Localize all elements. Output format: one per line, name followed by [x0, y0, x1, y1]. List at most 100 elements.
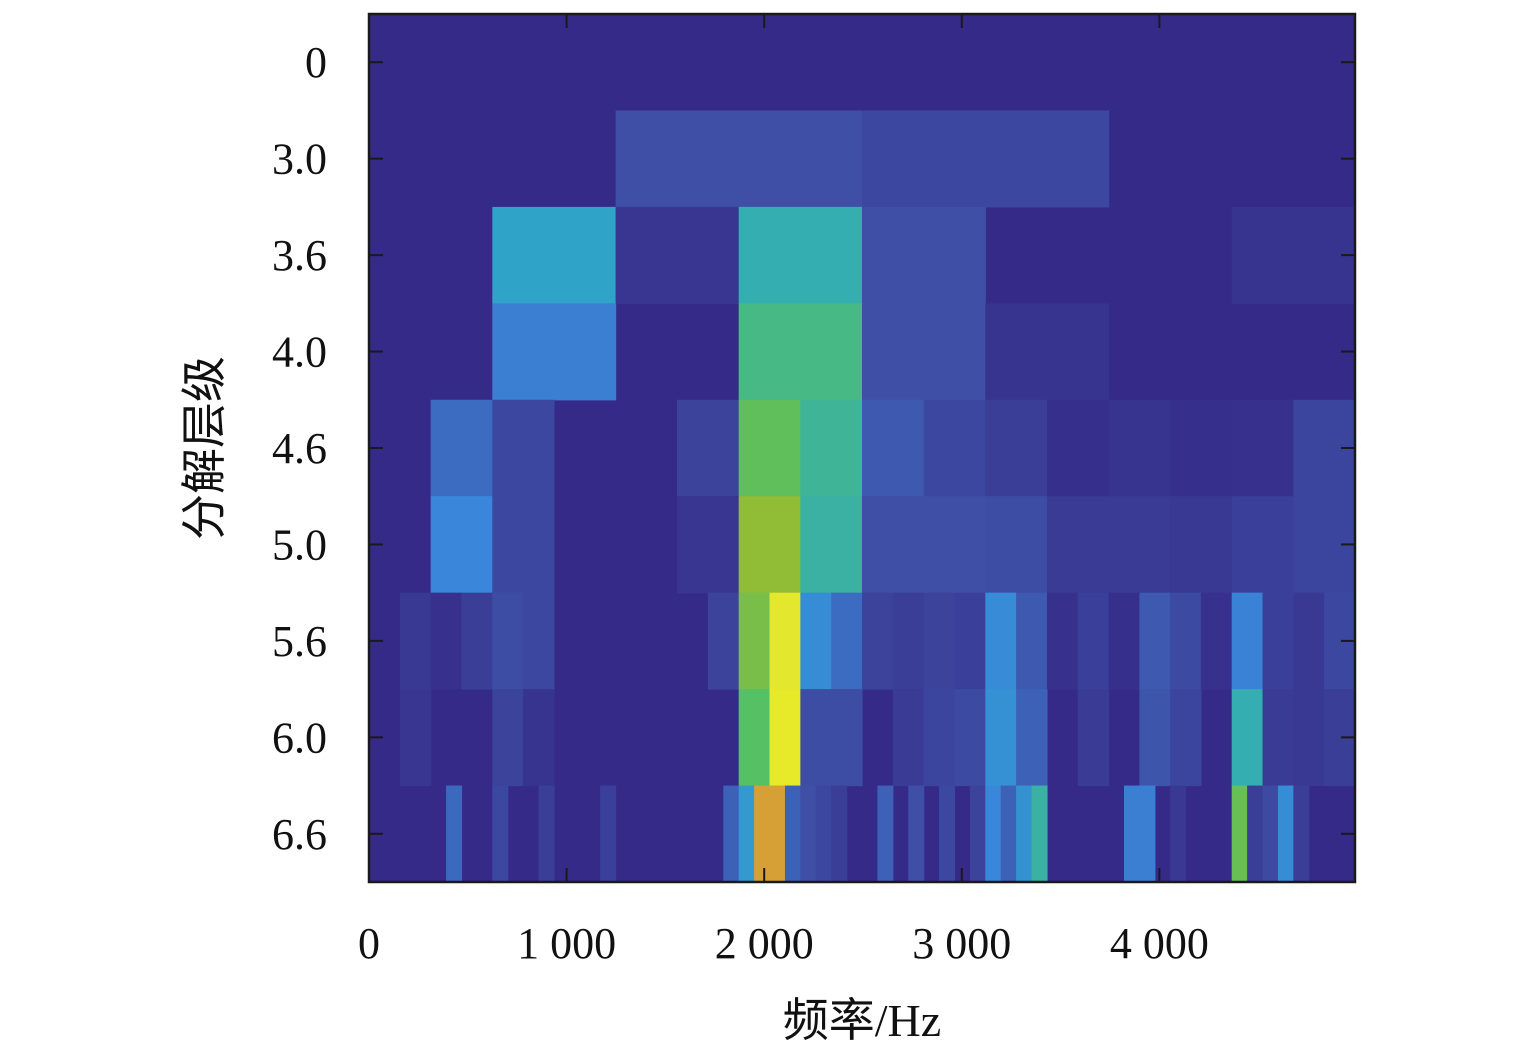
heatmap-cell	[1170, 785, 1187, 882]
heatmap-cell	[800, 785, 817, 882]
heatmap-cell	[538, 785, 555, 882]
heatmap-cell	[862, 399, 925, 497]
y-tick-label: 4.6	[272, 424, 327, 473]
heatmap-cell	[615, 206, 740, 304]
heatmap-cell	[862, 110, 1110, 208]
heatmap-cell	[815, 785, 832, 882]
heatmap-cell	[1247, 785, 1264, 882]
heatmap-cell	[492, 785, 509, 882]
heatmap-cell	[1262, 785, 1279, 882]
heatmap-cell	[862, 496, 986, 594]
heatmap-cell	[677, 399, 740, 497]
heatmap-cell	[492, 399, 555, 497]
heatmap-cell	[1262, 689, 1294, 787]
heatmap-cell	[1170, 592, 1202, 690]
heatmap-cell	[923, 689, 956, 787]
heatmap-cell	[1231, 399, 1294, 497]
heatmap-cell	[738, 206, 863, 304]
heatmap-cell	[1231, 206, 1355, 304]
heatmap-cell	[784, 785, 801, 882]
heatmap-cell	[1170, 496, 1233, 594]
heatmap-cell	[908, 785, 925, 882]
heatmap-cell	[461, 592, 493, 690]
heatmap-cell	[1293, 592, 1325, 690]
y-tick-label: 3.0	[272, 135, 327, 184]
heatmap-cell	[969, 785, 986, 882]
y-tick-label: 3.6	[272, 231, 327, 280]
heatmap-cell	[985, 689, 1017, 787]
heatmap-cell	[1016, 592, 1048, 690]
heatmap-cell	[1000, 785, 1017, 882]
heatmap-cell	[492, 303, 617, 401]
heatmap-cell	[892, 592, 925, 690]
heatmap-cell	[800, 496, 863, 594]
heatmap-cell	[492, 592, 524, 690]
heatmap-cell	[492, 206, 617, 304]
heatmap-cell	[738, 303, 863, 401]
heatmap-cell	[800, 399, 863, 497]
heatmap-cell	[877, 785, 894, 882]
heatmap-cell	[1231, 785, 1248, 882]
heatmap-cell	[862, 592, 894, 690]
x-tick-label: 2 000	[715, 919, 814, 968]
heatmap-cell	[769, 592, 801, 690]
heatmap-cell	[738, 399, 801, 497]
heatmap-cell	[738, 592, 771, 690]
heatmap-cell	[1046, 592, 1079, 690]
heatmap-cell	[1046, 496, 1110, 594]
heatmap-cell	[738, 689, 771, 787]
heatmap-cell	[1277, 785, 1294, 882]
heatmap-cell	[985, 399, 1048, 497]
axis-ticks	[368, 14, 1355, 882]
heatmap-cell	[1108, 592, 1141, 690]
heatmap-cell	[430, 399, 493, 497]
heatmap-cell	[1139, 592, 1171, 690]
heatmap-cell	[831, 785, 848, 882]
heatmap-cell	[954, 592, 986, 690]
heatmap-cell	[862, 206, 986, 304]
heatmap-cell	[754, 785, 786, 882]
heatmap-cell	[1139, 689, 1171, 787]
heatmap-cell	[738, 785, 755, 882]
x-tick-label: 0	[358, 919, 380, 968]
heatmap-cell	[430, 592, 463, 690]
heatmap-cell	[600, 785, 617, 882]
heatmap-cell	[446, 785, 463, 882]
heatmap-cell	[1016, 785, 1033, 882]
heatmap-cell	[985, 303, 1110, 401]
y-tick-label: 6.0	[272, 713, 327, 762]
y-tick-label: 0	[305, 38, 327, 87]
heatmap-cell	[1170, 399, 1233, 497]
heatmap-cell	[399, 689, 432, 787]
heatmap-cell	[769, 689, 801, 787]
heatmap-cell	[399, 592, 432, 690]
x-tick-label: 3 000	[912, 919, 1011, 968]
heatmap-cell	[677, 496, 740, 594]
heatmap-cell	[862, 303, 986, 401]
heatmap-cell	[831, 592, 863, 690]
heatmap-cell	[723, 785, 740, 882]
y-tick-label: 5.6	[272, 617, 327, 666]
heatmap-cell	[1016, 689, 1048, 787]
x-tick-labels: 0 1 000 2 000 3 000 4 000	[358, 919, 1209, 968]
heatmap-cell	[492, 496, 555, 594]
x-tick-label: 1 000	[517, 919, 616, 968]
heatmap-cell	[707, 592, 740, 690]
heatmap-cell	[430, 496, 493, 594]
heatmap-cell	[492, 689, 524, 787]
heatmap-cell	[1031, 785, 1048, 882]
heatmap-cell	[939, 785, 956, 882]
x-axis-title: 频率/Hz	[783, 995, 941, 1046]
heatmap-cell	[523, 592, 555, 690]
heatmap-cell	[615, 110, 863, 208]
heatmap-cell	[1108, 399, 1171, 497]
heatmap-cell	[1046, 399, 1110, 497]
heatmap-cell	[985, 785, 1002, 882]
heatmap-cell	[1231, 496, 1294, 594]
heatmap-cell	[923, 592, 956, 690]
y-tick-label: 4.0	[272, 328, 327, 377]
heatmap-cell	[985, 592, 1017, 690]
y-tick-label: 6.6	[272, 810, 327, 859]
heatmap-cell	[800, 689, 863, 787]
